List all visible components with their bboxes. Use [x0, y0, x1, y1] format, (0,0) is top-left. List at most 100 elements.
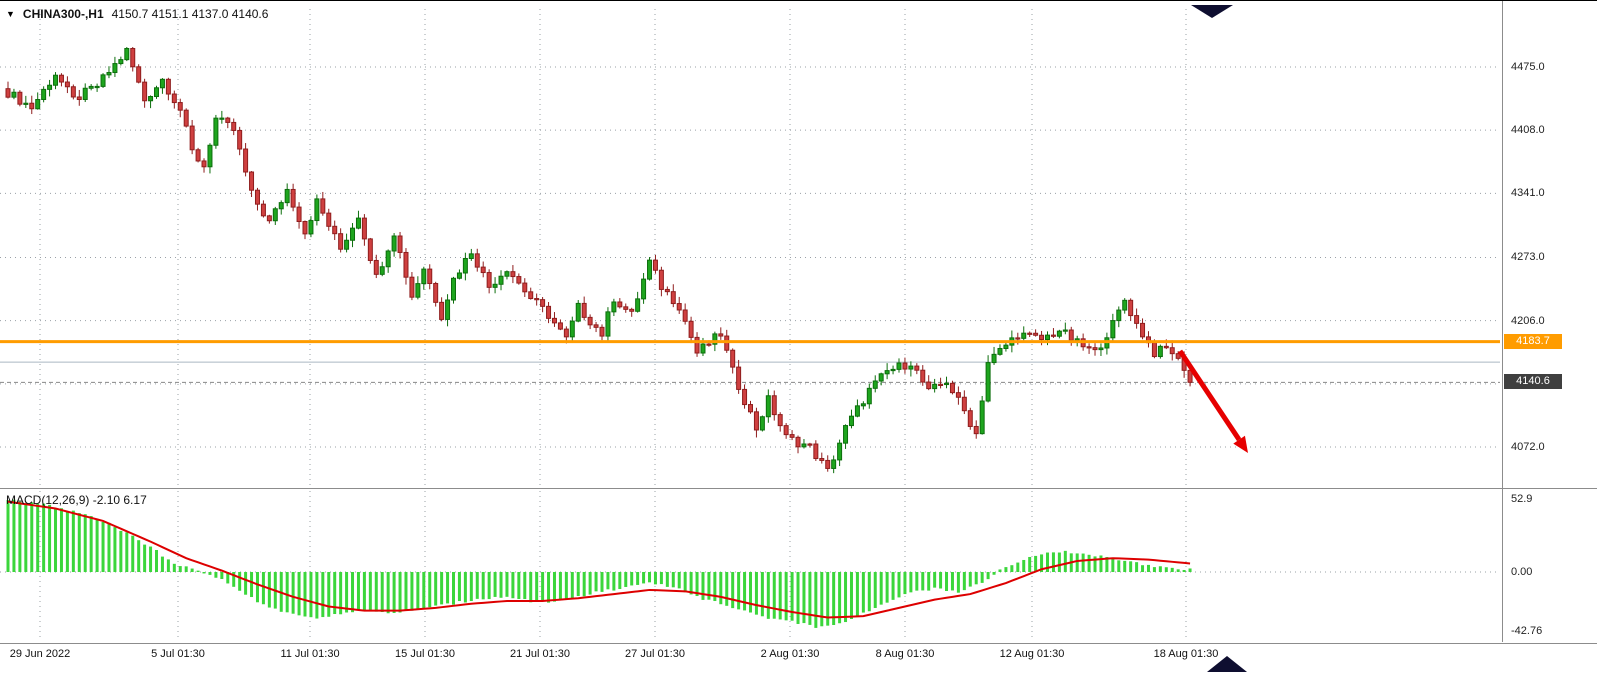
time-axis: 29 Jun 2022 5 Jul 01:30 11 Jul 01:30 15 Jul…	[0, 643, 1597, 675]
candle	[647, 259, 653, 280]
trend-arrow-head[interactable]	[1233, 435, 1248, 453]
candle	[421, 268, 427, 285]
macd-histogram-bar	[1063, 550, 1067, 572]
macd-histogram-bar	[784, 572, 788, 621]
macd-histogram-bar	[778, 572, 782, 620]
price-axis-label: 4341.0	[1511, 187, 1545, 200]
trend-arrow[interactable]	[1177, 349, 1242, 442]
macd-histogram-bar	[564, 572, 568, 600]
time-axis-label: 18 Aug 01:30	[1153, 648, 1219, 660]
candle	[47, 84, 53, 90]
candle	[593, 324, 599, 328]
candle	[439, 301, 445, 320]
macd-histogram-bar	[653, 572, 657, 585]
macd-histogram-bar	[754, 572, 758, 615]
macd-histogram-bar	[630, 572, 634, 586]
candle	[569, 320, 575, 338]
macd-histogram-bar	[594, 572, 598, 592]
candle	[266, 215, 272, 222]
candle	[1068, 329, 1074, 341]
candle	[765, 395, 771, 418]
macd-histogram-bar	[725, 572, 729, 606]
macd-indicator-label: MACD(12,26,9) -2.10 6.17	[6, 493, 147, 507]
candle	[290, 188, 296, 208]
symbol-dropdown-icon[interactable]: ▼	[6, 9, 15, 19]
macd-histogram-bar	[671, 572, 675, 588]
macd-histogram-bar	[1022, 559, 1026, 572]
candle	[136, 66, 142, 83]
macd-histogram-bar	[873, 572, 877, 608]
macd-histogram-bar	[368, 572, 372, 611]
macd-histogram-bar	[826, 572, 830, 626]
macd-histogram-bar	[77, 513, 81, 572]
candle	[474, 253, 480, 268]
candle	[189, 125, 195, 151]
macd-histogram-bar	[303, 572, 307, 617]
macd-histogram-bar	[89, 516, 93, 572]
macd-histogram-bar	[1188, 568, 1192, 572]
candle	[1062, 329, 1068, 332]
candle	[623, 306, 629, 310]
macd-histogram-bar	[1051, 552, 1055, 572]
macd-histogram-bar	[291, 572, 295, 614]
macd-histogram-bar	[950, 572, 954, 591]
candle	[361, 217, 367, 240]
candle	[314, 198, 320, 222]
candle	[777, 414, 783, 427]
candle	[985, 362, 991, 402]
macd-histogram-bar	[529, 572, 533, 603]
candle	[557, 322, 563, 330]
price-axis-label: 4475.0	[1511, 61, 1545, 73]
macd-histogram-bar	[891, 572, 895, 600]
macd-histogram-bar	[143, 544, 147, 572]
candle	[284, 188, 290, 204]
candle	[106, 72, 112, 76]
macd-histogram-bar	[309, 572, 313, 618]
macd-histogram-bar	[166, 559, 170, 572]
candle	[492, 283, 498, 288]
candle	[902, 362, 908, 370]
macd-histogram-bar	[1146, 564, 1150, 572]
time-axis-label: 15 Jul 01:30	[395, 648, 455, 660]
candle	[1128, 299, 1134, 317]
candle	[249, 171, 255, 191]
macd-histogram-bar	[576, 572, 580, 597]
candle	[718, 333, 724, 337]
macd-histogram-bar	[220, 572, 224, 579]
candle	[350, 227, 356, 241]
macd-histogram-bar	[927, 572, 931, 591]
macd-histogram-bar	[71, 510, 75, 572]
candle	[670, 291, 676, 305]
candle	[563, 328, 569, 338]
candle	[504, 271, 510, 277]
candle	[486, 272, 492, 288]
macd-histogram-bar	[933, 572, 937, 588]
macd-histogram-bar	[172, 563, 176, 572]
candle	[53, 74, 59, 86]
candle	[23, 102, 29, 105]
macd-histogram-bar	[731, 572, 735, 609]
candle	[635, 298, 641, 312]
candle	[908, 365, 914, 370]
macd-histogram-bar	[202, 572, 206, 574]
macd-histogram-bar	[1010, 565, 1014, 572]
macd-histogram-bar	[541, 572, 545, 601]
macd-histogram-bar	[196, 570, 200, 572]
candle	[1163, 345, 1169, 349]
candle	[1169, 347, 1175, 355]
macd-histogram-bar	[238, 572, 242, 591]
macd-histogram-bar	[380, 572, 384, 613]
candle	[70, 86, 76, 98]
macd-histogram-bar	[226, 572, 230, 584]
macd-histogram-bar	[903, 572, 907, 595]
candle	[302, 221, 308, 235]
candle	[1033, 332, 1039, 336]
candle	[58, 74, 64, 83]
candle	[961, 396, 967, 412]
macd-histogram-bar	[24, 503, 28, 572]
candle	[605, 311, 611, 337]
macd-histogram-bar	[1099, 555, 1103, 572]
candle	[409, 276, 415, 298]
candle	[468, 253, 474, 259]
macd-histogram-bar	[208, 572, 212, 575]
